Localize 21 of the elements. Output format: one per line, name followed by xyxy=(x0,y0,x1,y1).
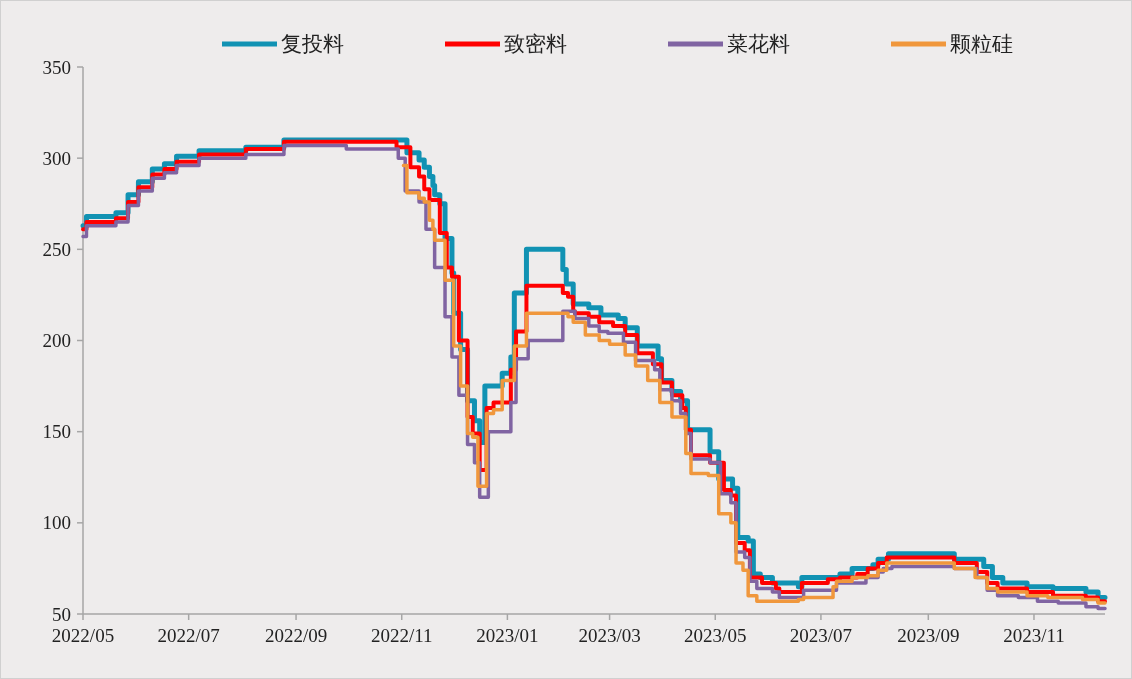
x-tick-label: 2023/07 xyxy=(789,625,853,646)
x-tick-label: 2023/11 xyxy=(1003,625,1065,646)
y-tick-label: 350 xyxy=(42,56,71,78)
legend-label: 菜花料 xyxy=(727,32,790,57)
y-tick-label: 150 xyxy=(42,421,71,443)
legend-label: 致密料 xyxy=(504,32,567,57)
x-tick-label: 2022/11 xyxy=(370,625,433,646)
legend-label: 复投料 xyxy=(281,32,344,57)
x-tick-label: 2023/03 xyxy=(578,625,641,646)
x-tick-label: 2023/05 xyxy=(684,625,747,646)
legend-label: 颗粒硅 xyxy=(950,32,1013,57)
x-tick-label: 2022/05 xyxy=(51,625,115,646)
y-tick-label: 300 xyxy=(42,147,71,169)
x-tick-label: 2022/07 xyxy=(157,625,220,646)
y-tick-label: 100 xyxy=(42,512,71,534)
x-tick-label: 2023/09 xyxy=(897,625,960,646)
x-tick-label: 2023/01 xyxy=(476,625,539,646)
y-tick-label: 50 xyxy=(52,603,71,625)
y-tick-label: 250 xyxy=(42,238,71,260)
y-tick-label: 200 xyxy=(42,330,71,352)
x-tick-label: 2022/09 xyxy=(264,625,328,646)
